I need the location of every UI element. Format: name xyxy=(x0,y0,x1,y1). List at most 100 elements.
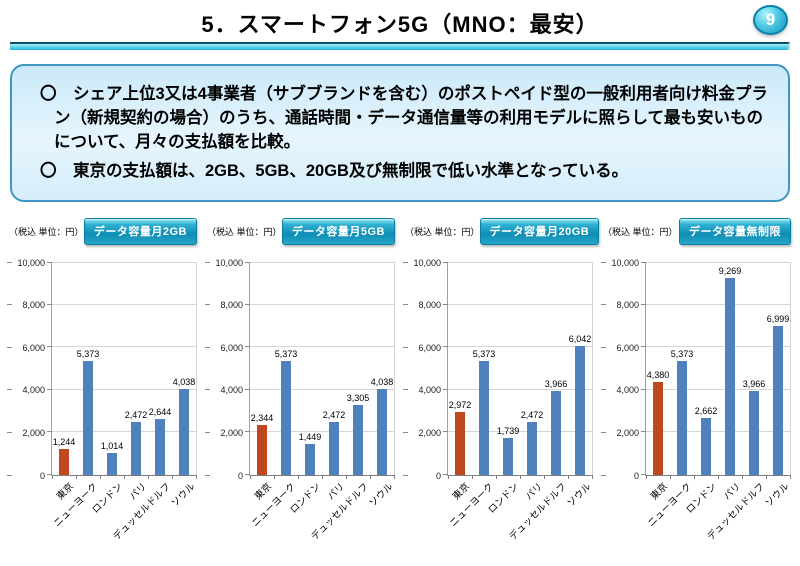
y-axis-tick xyxy=(601,303,606,305)
x-axis-tick xyxy=(766,475,767,479)
x-axis-tick xyxy=(273,475,275,479)
axis-tick xyxy=(245,346,250,348)
axis-tick xyxy=(443,474,448,475)
y-axis-label: 8,000 xyxy=(616,299,639,310)
bar-ソウル xyxy=(773,325,783,475)
chart-2: （税込 単位：円） データ容量月5GB 0 2,000 4,000 6,000 8,000 1… xyxy=(205,217,397,548)
gridline xyxy=(448,346,592,348)
bar-value-label: 3,966 xyxy=(544,378,568,389)
x-axis-tick xyxy=(495,475,497,479)
axis-tick xyxy=(47,431,52,433)
bar-パリ xyxy=(725,277,735,475)
bar-東京 xyxy=(454,411,465,475)
chart-4: （税込 単位：円） データ容量無制限 0 2,000 4,000 6,000 8,000 10… xyxy=(601,217,793,548)
unit-label: （税込 単位：円） xyxy=(603,226,678,237)
bar-value-label: 1,739 xyxy=(496,425,520,436)
x-axis-tick xyxy=(370,475,371,479)
y-axis-label: 6,000 xyxy=(220,342,243,353)
bar-ニューヨーク xyxy=(281,360,291,475)
gridline xyxy=(646,303,790,305)
y-axis-tick xyxy=(205,475,210,476)
bar-value-label: 6,999 xyxy=(766,313,790,324)
axis-tick xyxy=(443,388,448,390)
gridline xyxy=(448,388,592,390)
bar-ニューヨーク xyxy=(479,360,489,475)
x-axis-tick xyxy=(790,475,791,479)
plot-row: 0 2,000 4,000 6,000 8,000 10,000 2,972 5,373 1,7… xyxy=(403,258,595,481)
y-axis: 0 2,000 4,000 6,000 8,000 10,000 xyxy=(403,258,447,481)
bar-value-label: 5,373 xyxy=(472,348,496,359)
axis-tick xyxy=(641,388,646,390)
bar-東京 xyxy=(58,448,69,475)
y-axis-tick xyxy=(403,303,408,305)
gridline xyxy=(448,262,592,263)
y-axis-tick xyxy=(403,389,408,391)
x-axis-tick xyxy=(196,475,197,479)
axis-tick xyxy=(443,262,448,263)
plot-row: 0 2,000 4,000 6,000 8,000 10,000 1,244 5,373 1,0… xyxy=(7,258,199,481)
bar-ロンドン xyxy=(305,444,315,475)
chart-header: （税込 単位：円） データ容量月20GB xyxy=(403,217,600,245)
gridline xyxy=(52,388,196,390)
y-axis-tick xyxy=(7,432,12,434)
axis-tick xyxy=(245,388,250,390)
y-axis-tick xyxy=(7,475,12,476)
axis-tick xyxy=(47,303,52,305)
y-axis-label: 2,000 xyxy=(616,428,639,439)
bar-value-label: 2,472 xyxy=(124,410,148,421)
y-axis-tick xyxy=(205,303,210,305)
bar-東京 xyxy=(256,425,267,475)
page-number-badge: 9 xyxy=(753,5,788,35)
y-axis-tick xyxy=(205,262,210,263)
bar-ソウル xyxy=(377,389,387,475)
charts-row: （税込 単位：円） データ容量月2GB 0 2,000 4,000 6,000 8,000 1… xyxy=(4,217,796,548)
x-axis-label: ソウル xyxy=(367,481,396,510)
unit-label: （税込 単位：円） xyxy=(405,226,480,237)
x-axis-tick xyxy=(568,475,569,479)
axis-tick xyxy=(47,474,52,475)
bar-ソウル xyxy=(179,389,189,475)
gridline xyxy=(250,388,394,390)
x-axis-tick xyxy=(520,475,521,479)
axis-tick xyxy=(443,303,448,305)
x-axis-tick xyxy=(543,475,545,479)
x-axis-labels: 東京 ニューヨーク ロンドン パリ デュッセルドルフ ソウル xyxy=(249,476,395,548)
y-axis-label: 6,000 xyxy=(616,342,639,353)
x-axis-tick xyxy=(471,475,473,479)
x-axis-label: ソウル xyxy=(565,481,594,510)
bar-value-label: 3,305 xyxy=(346,392,370,403)
y-axis-tick xyxy=(601,432,606,434)
x-axis-tick xyxy=(448,475,449,479)
y-axis-label: 8,000 xyxy=(418,299,441,310)
y-axis-label: 6,000 xyxy=(22,342,45,353)
y-axis-tick xyxy=(7,389,12,391)
bar-パリ xyxy=(527,422,537,475)
x-axis-tick xyxy=(172,475,173,479)
plot-area: 4,380 5,373 2,662 9,269 3,966 6,999 xyxy=(641,262,791,479)
bar-東京 xyxy=(652,381,663,475)
plot-area: 2,344 5,373 1,449 2,472 3,305 4,038 xyxy=(245,262,395,479)
x-axis-tick xyxy=(345,475,347,479)
x-axis-tick xyxy=(646,475,647,479)
summary-bullet: 〇 シェア上位3又は4事業者（サブブランドを含む）のポストペイド型の一般利用者向… xyxy=(40,85,768,151)
gridline xyxy=(250,262,394,263)
plot-row: 0 2,000 4,000 6,000 8,000 10,000 4,380 5,373 2,6… xyxy=(601,258,793,481)
y-axis-tick xyxy=(601,475,606,476)
bar-value-label: 2,662 xyxy=(694,406,718,417)
y-axis-tick xyxy=(601,346,606,348)
bar-ロンドン xyxy=(503,437,513,475)
y-axis-label: 4,000 xyxy=(220,385,243,396)
y-axis-tick xyxy=(205,346,210,348)
unit-label: （税込 単位：円） xyxy=(207,226,282,237)
x-axis-tick xyxy=(297,475,299,479)
x-axis-labels: 東京 ニューヨーク ロンドン パリ デュッセルドルフ ソウル xyxy=(447,476,593,548)
plot-area: 2,972 5,373 1,739 2,472 3,966 6,042 xyxy=(443,262,593,479)
plot-row: 0 2,000 4,000 6,000 8,000 10,000 2,344 5,373 1,4… xyxy=(205,258,397,481)
bar-パリ xyxy=(131,422,141,475)
axis-tick xyxy=(47,262,52,263)
bar-デュッセルドルフ xyxy=(155,418,165,475)
bar-value-label: 2,972 xyxy=(448,399,472,410)
bar-value-label: 1,244 xyxy=(52,436,76,447)
chart-header: （税込 単位：円） データ容量無制限 xyxy=(601,217,793,245)
gridline xyxy=(646,346,790,348)
